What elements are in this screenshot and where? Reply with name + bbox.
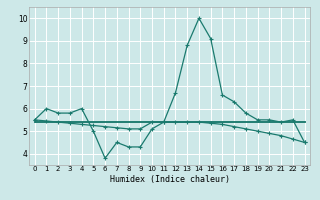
X-axis label: Humidex (Indice chaleur): Humidex (Indice chaleur): [109, 175, 229, 184]
